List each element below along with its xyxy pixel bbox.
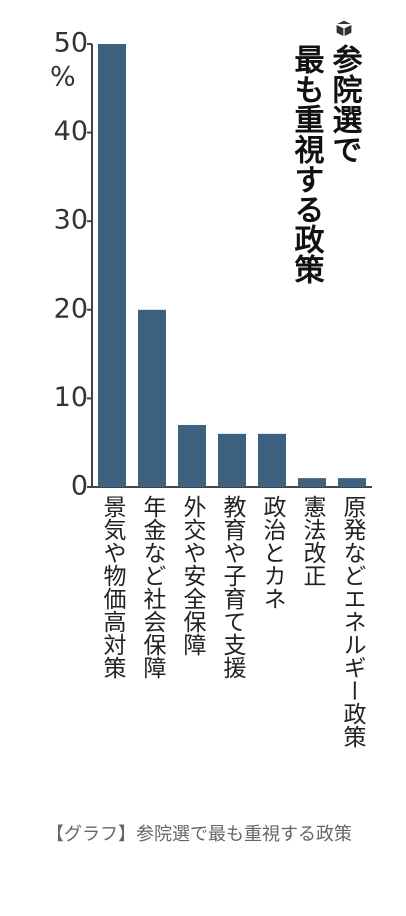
bar [298, 478, 326, 487]
bar [338, 478, 366, 487]
x-tick-label: 憲法改正 [299, 495, 327, 587]
y-tick-label: 0 [71, 471, 88, 502]
chart-title: 参院選で [327, 44, 363, 164]
y-tick-label: 20 [54, 293, 88, 324]
bar [138, 309, 166, 487]
bar [218, 433, 246, 487]
x-tick-label: 外交や安全保障 [179, 495, 207, 656]
x-tick-label: 原発などエネルギー政策 [339, 495, 367, 748]
y-tick-label: 10 [54, 382, 88, 413]
bar [98, 44, 126, 487]
chart: 参院選で 最も重視する政策 % 0 10 20 30 40 50 景気や物価高対策 年金など社… [50, 19, 372, 748]
x-tick-label: 教育や子育て支援 [219, 495, 247, 679]
x-tick-label: 政治とカネ [259, 495, 287, 610]
bar [178, 424, 206, 487]
icon [335, 19, 353, 38]
caption: 【グラフ】参院選で最も重視する政策 [46, 824, 352, 845]
y-tick-label: 40 [54, 116, 88, 147]
bar [258, 433, 286, 487]
chart-subtitle: 最も重視する政策 [289, 44, 325, 284]
x-tick-label: 景気や物価高対策 [99, 495, 127, 679]
y-unit: % [50, 62, 76, 93]
y-tick-label: 50 [54, 28, 88, 59]
x-tick-label: 年金など社会保障 [139, 495, 167, 679]
y-tick-label: 30 [54, 205, 88, 236]
